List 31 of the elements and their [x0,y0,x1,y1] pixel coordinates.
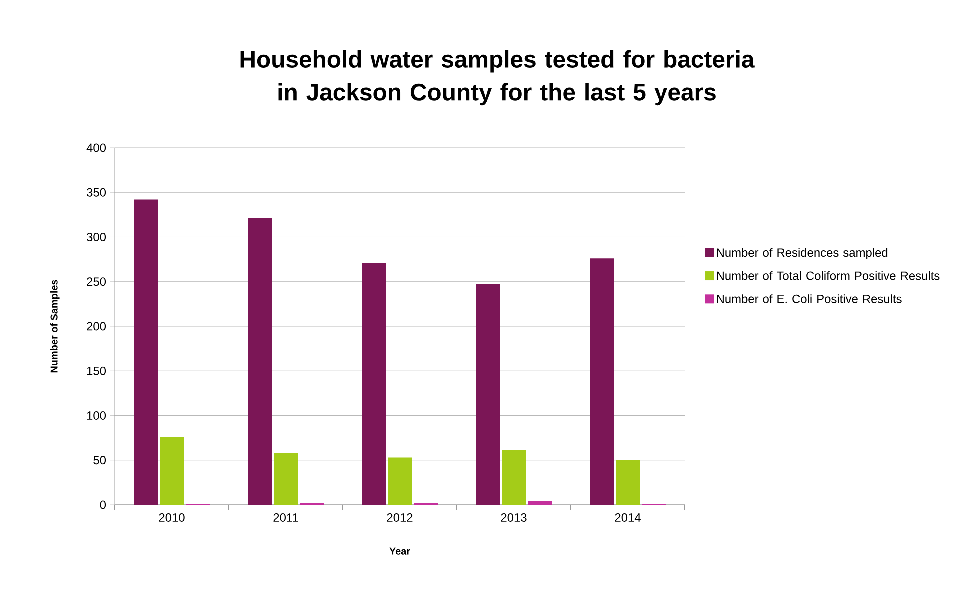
y-tick-label: 400 [86,144,106,152]
y-tick-label: 50 [94,456,106,465]
bar [502,450,526,505]
bar [388,458,412,505]
y-tick-label: 250 [87,278,106,286]
y-tick-label: 200 [87,322,106,331]
bar [528,501,552,505]
bar [274,453,298,505]
legend-label: Number of Residences sampled [717,248,888,260]
chart-title: Household water samples tested for bacteria in Jackson County for the last 5 years [240,50,755,106]
bar [248,218,272,505]
legend-label: Number of E. Coli Positive Results [717,294,902,304]
y-tick-label: 150 [87,366,106,376]
x-tick-label: 2010 [159,514,185,522]
legend-label: Number of Total Coliform Positive Results [717,271,940,280]
bar [362,263,386,505]
y-axis-title: Number of Samples [50,280,60,373]
y-tick-label: 100 [87,412,106,420]
x-tick-label: 2013 [501,514,527,522]
bar [590,258,614,505]
x-tick-label: 2012 [387,514,413,522]
bar [134,200,158,505]
y-tick-label: 0 [100,500,106,510]
x-tick-label: 2014 [615,514,641,522]
bar [476,284,500,505]
x-axis-title: Year [390,548,410,555]
bar [160,437,184,505]
bar [616,460,640,505]
y-tick-label: 350 [86,188,106,197]
x-tick-label: 2011 [274,514,298,522]
y-tick-label: 300 [86,233,106,242]
